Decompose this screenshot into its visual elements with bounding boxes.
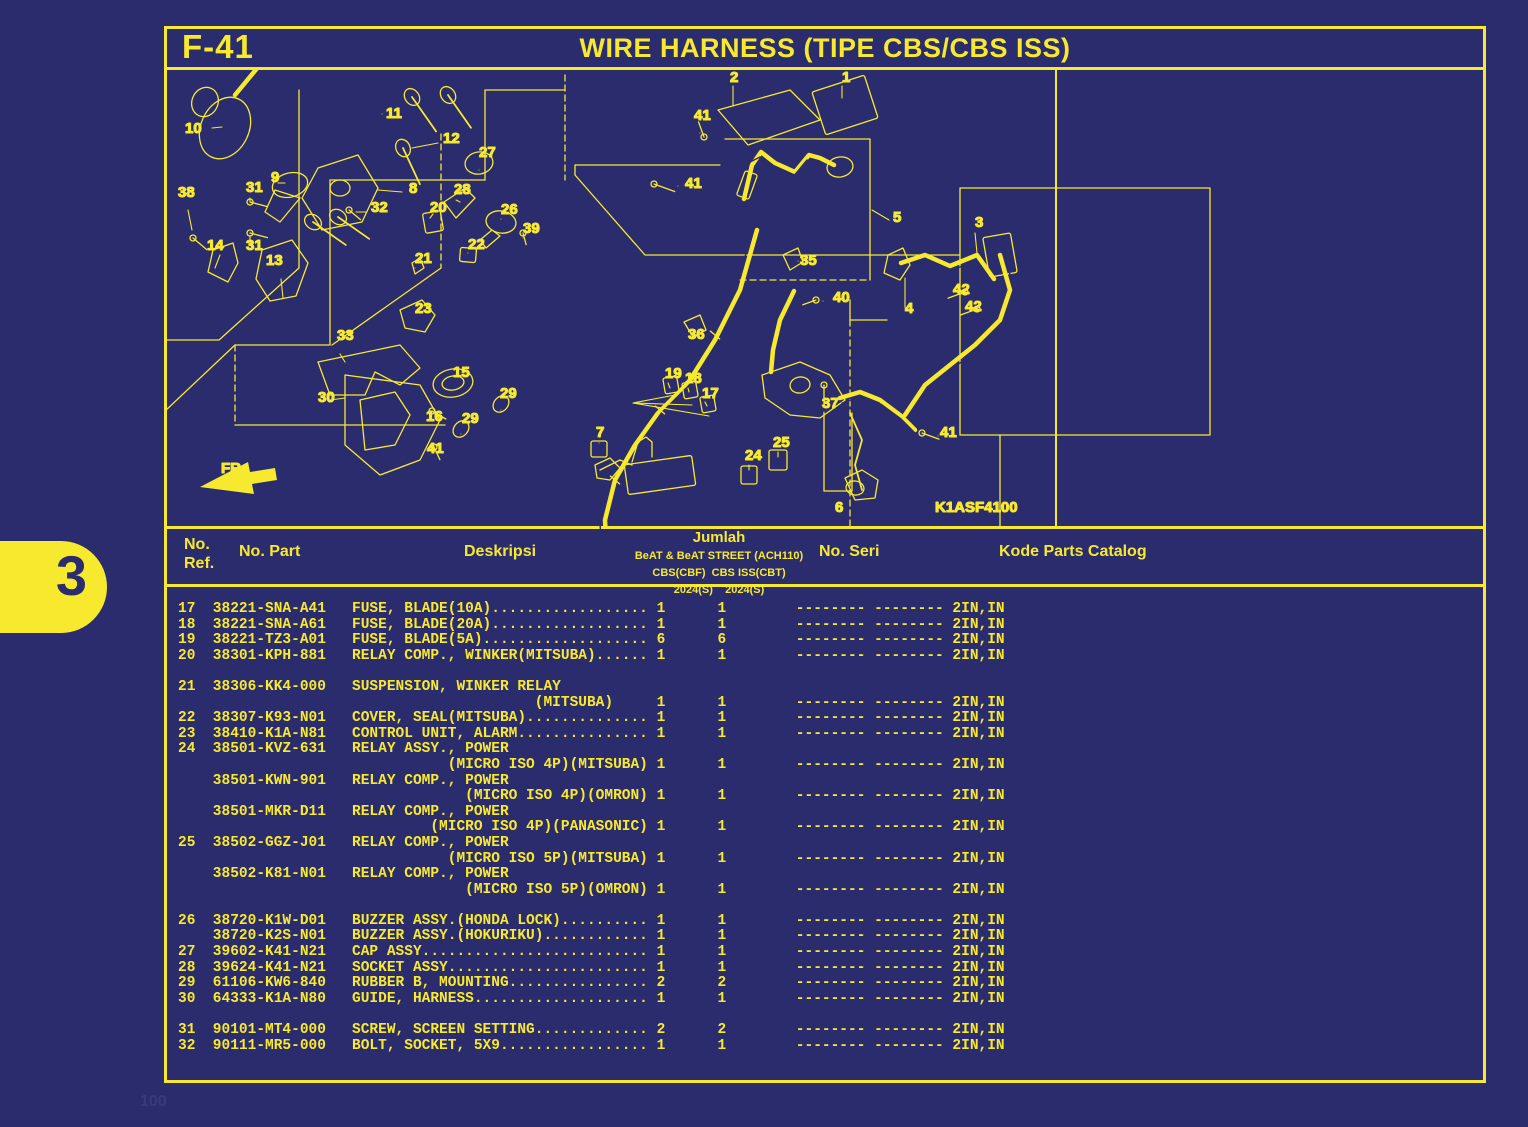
svg-text:21: 21 [415, 250, 432, 267]
svg-text:41: 41 [940, 424, 957, 441]
svg-text:3: 3 [975, 214, 983, 231]
svg-text:5: 5 [893, 209, 901, 226]
svg-text:12: 12 [443, 130, 460, 147]
svg-text:39: 39 [523, 220, 540, 237]
svg-text:28: 28 [454, 181, 471, 198]
svg-text:14: 14 [207, 237, 224, 254]
svg-text:42: 42 [953, 281, 970, 298]
svg-text:36: 36 [688, 326, 705, 343]
svg-text:40: 40 [833, 289, 850, 306]
svg-text:16: 16 [426, 408, 443, 425]
svg-text:6: 6 [835, 499, 843, 516]
svg-text:29: 29 [462, 410, 479, 427]
svg-text:8: 8 [409, 180, 417, 197]
svg-text:2: 2 [730, 70, 738, 86]
svg-text:26: 26 [501, 201, 518, 218]
svg-text:24: 24 [745, 447, 762, 464]
svg-text:27: 27 [479, 144, 496, 161]
svg-text:19: 19 [665, 365, 682, 382]
svg-text:29: 29 [500, 385, 517, 402]
svg-text:11: 11 [386, 105, 402, 122]
svg-text:38: 38 [178, 184, 195, 201]
svg-text:15: 15 [453, 364, 470, 381]
svg-text:22: 22 [468, 236, 485, 253]
svg-text:1: 1 [842, 70, 850, 86]
svg-text:32: 32 [371, 199, 388, 216]
svg-text:K1ASF4100: K1ASF4100 [935, 499, 1018, 516]
svg-text:31: 31 [246, 237, 263, 254]
svg-text:4: 4 [905, 300, 914, 317]
svg-text:41: 41 [685, 175, 702, 192]
svg-text:33: 33 [337, 327, 354, 344]
svg-text:42: 42 [965, 298, 982, 315]
svg-text:10: 10 [185, 120, 202, 137]
svg-text:41: 41 [427, 440, 444, 457]
svg-text:FR.: FR. [221, 460, 245, 477]
svg-text:25: 25 [773, 434, 790, 451]
svg-text:31: 31 [246, 179, 263, 196]
svg-text:23: 23 [415, 300, 432, 317]
svg-text:41: 41 [694, 107, 711, 124]
svg-text:17: 17 [702, 385, 719, 402]
svg-text:30: 30 [318, 389, 335, 406]
svg-text:18: 18 [685, 370, 702, 387]
svg-text:13: 13 [266, 252, 283, 269]
svg-text:37: 37 [822, 395, 839, 412]
svg-text:20: 20 [430, 199, 447, 216]
svg-text:7: 7 [596, 424, 604, 441]
svg-text:35: 35 [800, 252, 817, 269]
